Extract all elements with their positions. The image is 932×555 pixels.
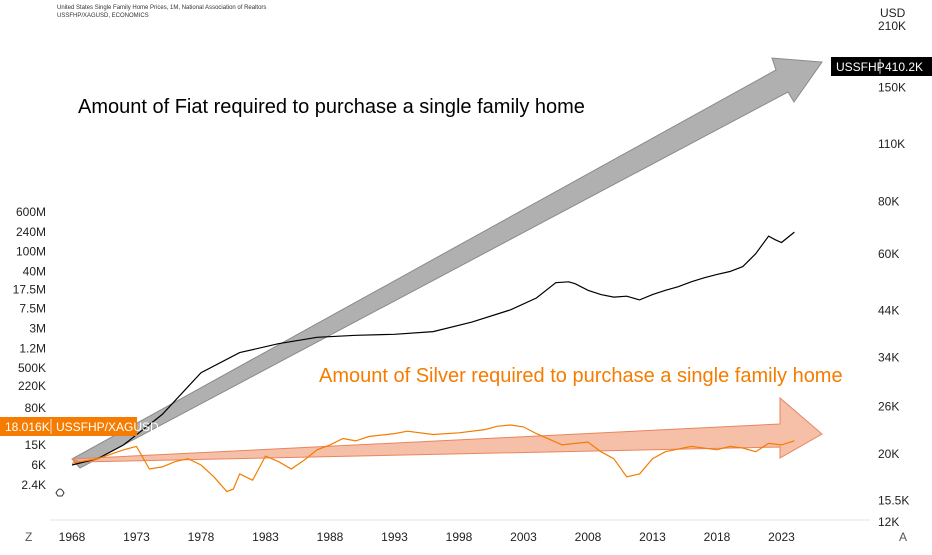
left-axis-tick-label: 220K (18, 379, 46, 393)
right-axis-tick-label: 12K (878, 515, 899, 529)
time-axis-tick-label: 1998 (446, 530, 473, 544)
left-axis-tick-label: 100M (16, 244, 46, 258)
right-axis-tick-label: 15.5K (878, 493, 909, 507)
time-axis-tick-label: 2018 (704, 530, 731, 544)
fiat-price-tag[interactable]: USSFHP 410.2K (831, 57, 932, 76)
right-axis-tick-label: 80K (878, 195, 899, 209)
right-axis-tick-label: 34K (878, 350, 899, 364)
right-axis-tick-label: 26K (878, 399, 899, 413)
series-line-ussfhp-xagusd (71, 424, 795, 493)
left-axis-tick-label: 2.4K (21, 478, 46, 492)
left-axis-tick-label: 6K (31, 458, 46, 472)
currency-label: USD (880, 6, 906, 20)
silver-trend-arrow (71, 396, 823, 463)
left-axis-tick-label: 15K (25, 438, 46, 452)
right-axis-tick-label: 150K (878, 80, 906, 94)
time-axis-tick-label: 2023 (768, 530, 795, 544)
left-axis-tick-label: 40M (23, 265, 46, 279)
left-axis-tick-label: 1.2M (19, 342, 46, 356)
time-axis[interactable]: 1968 1973 1978 1983 1988 1993 1998 2003 2008 2013… (59, 530, 796, 544)
left-axis-tick-label: 17.5M (13, 283, 46, 297)
right-axis-tick-label: 20K (878, 447, 899, 461)
fiat-annotation: Amount of Fiat required to purchase a si… (78, 96, 585, 118)
time-axis-tick-label: 1973 (123, 530, 150, 544)
right-axis-tick-label: 60K (878, 247, 899, 261)
time-axis-tick-label: 2003 (510, 530, 537, 544)
time-axis-tick-label: 1968 (59, 530, 86, 544)
time-axis-tick-label: 1988 (317, 530, 344, 544)
left-axis-tick-label: 80K (25, 401, 46, 415)
series-line-ussfhp (71, 231, 795, 466)
fiat-tag-symbol: USSFHP (836, 60, 885, 74)
right-price-axis[interactable]: 490K370K270K210K150K110K80K60K44K34K26K2… (878, 0, 909, 529)
time-axis-tick-label: 2013 (639, 530, 666, 544)
silver-tag-background (0, 417, 137, 436)
auto-scale-toggle-a[interactable]: A (899, 530, 907, 544)
left-axis-tick-label: 3M (29, 321, 46, 335)
fiat-tag-value: 410.2K (885, 60, 923, 74)
log-scale-toggle-z[interactable]: Z (25, 530, 32, 544)
time-axis-tick-label: 1978 (188, 530, 215, 544)
right-axis-tick-label: 110K (878, 137, 905, 151)
left-price-axis[interactable]: 600M 240M 100M 40M 17.5M 7.5M 3M 1.2M 500K 220K 80… (13, 205, 46, 492)
right-axis-tick-label: 210K (878, 19, 906, 33)
fiat-trend-arrow (71, 57, 823, 469)
left-axis-tick-label: 600M (16, 205, 46, 219)
fiat-tag-background (831, 57, 932, 76)
right-axis-tick-label: 44K (878, 304, 899, 318)
chart-subtitle: USSFHP/XAGUSD, ECONOMICS (57, 13, 149, 19)
time-axis-tick-label: 1993 (381, 530, 408, 544)
left-axis-tick-label: 240M (16, 225, 46, 239)
time-axis-tick-label: 1983 (252, 530, 279, 544)
silver-price-tag[interactable]: 18.016K USSFHP/XAGUSD (0, 417, 159, 436)
time-axis-tick-label: 2008 (575, 530, 602, 544)
silver-tag-value: 18.016K (5, 420, 50, 434)
tradingview-logo-icon (55, 488, 65, 497)
left-axis-tick-label: 500K (18, 361, 46, 375)
chart-title: United States Single Family Home Prices,… (57, 5, 266, 11)
left-axis-tick-label: 7.5M (19, 301, 46, 315)
silver-tag-symbol: USSFHP/XAGUSD (56, 420, 159, 434)
silver-annotation: Amount of Silver required to purchase a … (319, 365, 843, 387)
